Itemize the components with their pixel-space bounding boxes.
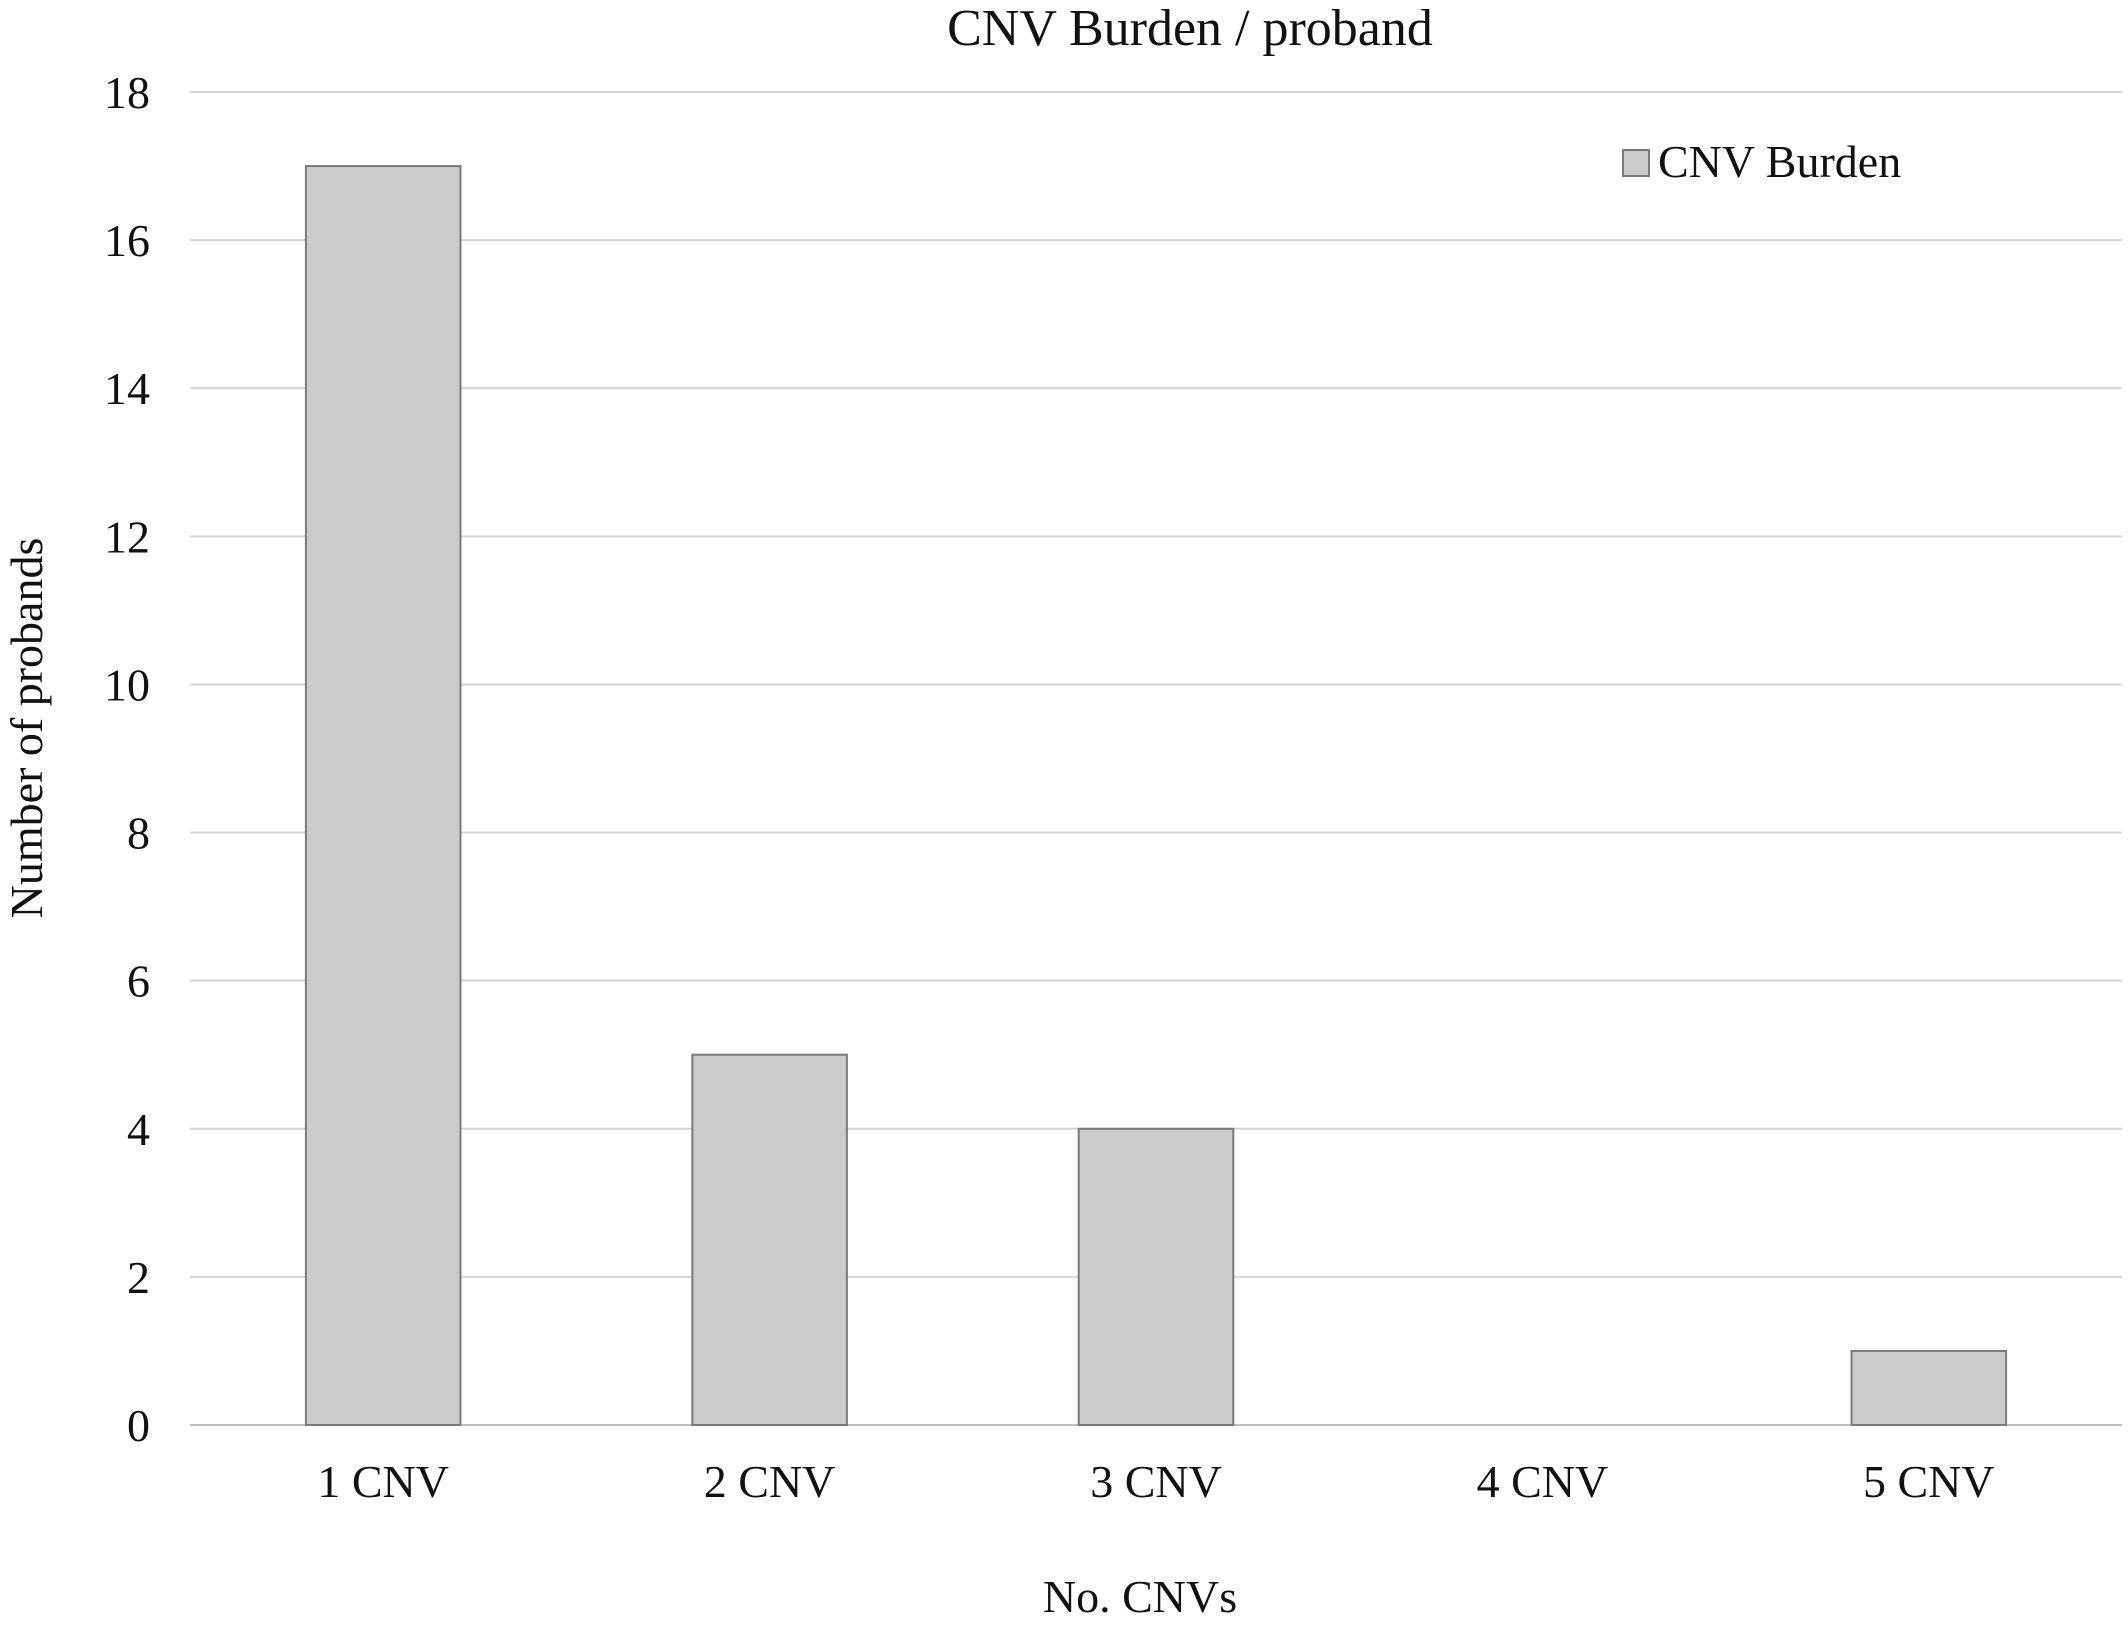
x-axis-label: No. CNVs xyxy=(1043,1571,1237,1622)
x-tick-label: 4 CNV xyxy=(1477,1456,1609,1507)
x-tick-label: 5 CNV xyxy=(1863,1456,1995,1507)
x-axis-ticks: 1 CNV 2 CNV 3 CNV 4 CNV 5 CNV xyxy=(317,1456,1994,1507)
bar-3 xyxy=(1077,1127,1235,1427)
y-tick-label: 14 xyxy=(104,363,150,414)
legend: CNV Burden xyxy=(1622,136,1901,187)
y-axis-ticks: 0 2 4 6 8 10 12 14 16 18 xyxy=(104,67,150,1451)
bar-5 xyxy=(1850,1349,2008,1427)
legend-label: CNV Burden xyxy=(1658,136,1901,187)
y-tick-label: 8 xyxy=(127,808,150,859)
y-tick-label: 0 xyxy=(127,1400,150,1451)
y-tick-label: 16 xyxy=(104,215,150,266)
x-tick-label: 2 CNV xyxy=(704,1456,836,1507)
y-tick-label: 2 xyxy=(127,1252,150,1303)
chart-title: CNV Burden / proband xyxy=(947,0,1433,57)
y-tick-label: 10 xyxy=(104,659,150,710)
y-axis-label: Number of probands xyxy=(1,538,52,919)
y-tick-label: 4 xyxy=(127,1104,150,1155)
gridlines xyxy=(190,91,2122,1426)
y-tick-label: 6 xyxy=(127,956,150,1007)
legend-swatch xyxy=(1622,149,1650,177)
x-tick-label: 1 CNV xyxy=(317,1456,449,1507)
bar-1 xyxy=(304,165,462,1427)
y-tick-label: 12 xyxy=(104,511,150,562)
x-tick-label: 3 CNV xyxy=(1090,1456,1222,1507)
bar-2 xyxy=(691,1053,848,1426)
bars xyxy=(304,165,2008,1427)
y-tick-label: 18 xyxy=(104,67,150,118)
